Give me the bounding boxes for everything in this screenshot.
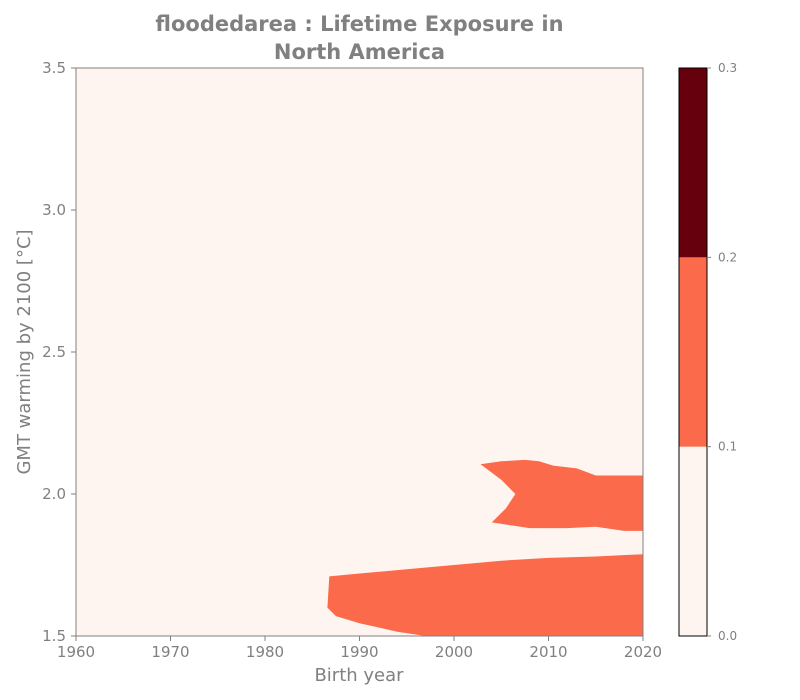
exposure-region-1	[327, 554, 643, 636]
x-axis: 1960 1970 1980 1990 2000 2010 2020	[57, 636, 662, 661]
y-tick-label: 3.5	[42, 59, 66, 77]
colorbar-tick-label: 0.1	[718, 440, 737, 454]
y-tick-label: 1.5	[42, 627, 66, 645]
colorbar-frame	[678, 67, 708, 637]
y-axis-label: GMT warming by 2100 [°C]	[14, 229, 35, 474]
y-axis: 1.5 2.0 2.5 3.0 3.5	[42, 59, 76, 645]
plot-area	[75, 67, 644, 637]
y-tick-label: 3.0	[42, 201, 66, 219]
x-tick-label: 1960	[57, 643, 95, 661]
x-tick-label: 1990	[340, 643, 378, 661]
x-tick-label: 2020	[624, 643, 662, 661]
colorbar-tick-label: 0.0	[718, 629, 737, 643]
colorbar-segment	[679, 446, 707, 636]
y-tick-label: 2.5	[42, 343, 66, 361]
colorbar: 0.0 0.1 0.2 0.3	[678, 61, 737, 643]
colorbar-segment	[679, 68, 707, 258]
exposure-region-2	[480, 459, 643, 531]
x-tick-label: 1970	[151, 643, 189, 661]
x-tick-label: 1980	[246, 643, 284, 661]
x-tick-label: 2000	[435, 643, 473, 661]
x-tick-label: 2010	[529, 643, 567, 661]
colorbar-tick-label: 0.2	[718, 250, 737, 264]
plot-background	[76, 68, 643, 636]
x-axis-label: Birth year	[314, 665, 404, 686]
colorbar-tick-label: 0.3	[718, 61, 737, 75]
chart-title-line1: floodedarea : Lifetime Exposure in	[155, 12, 564, 36]
y-tick-label: 2.0	[42, 485, 66, 503]
chart-title-line2: North America	[273, 40, 446, 64]
chart-title: floodedarea : Lifetime Exposure in North…	[76, 10, 643, 66]
colorbar-segment	[679, 257, 707, 447]
